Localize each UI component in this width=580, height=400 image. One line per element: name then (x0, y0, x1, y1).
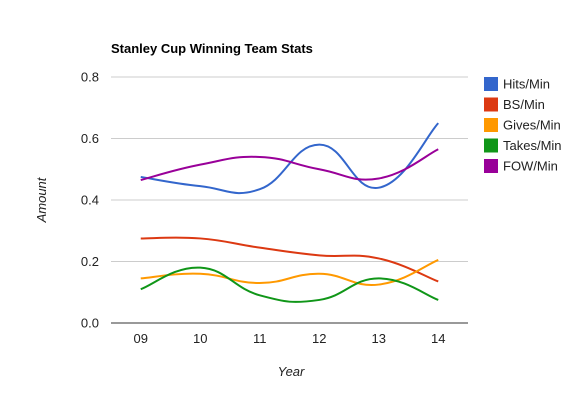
x-tick-label: 10 (193, 331, 207, 346)
legend-label-gives-min: Gives/Min (503, 118, 561, 133)
legend-label-takes-min: Takes/Min (503, 138, 562, 153)
x-tick-label: 14 (431, 331, 445, 346)
series-line-bs-min (140, 236, 439, 283)
y-tick-label: 0.0 (81, 316, 99, 331)
x-tick-label: 12 (312, 331, 326, 346)
y-tick-label: 0.4 (81, 193, 99, 208)
series-line-takes-min (140, 266, 439, 303)
series-lines (140, 122, 439, 303)
series-line-fow-min (140, 148, 439, 181)
y-axis-ticks: 0.0 0.2 0.4 0.6 0.8 (81, 70, 99, 331)
x-tick-label: 13 (372, 331, 386, 346)
legend-swatch-fow-min (484, 159, 498, 173)
legend-swatch-hits-min (484, 77, 498, 91)
legend-label-hits-min: Hits/Min (503, 77, 550, 92)
chart-title: Stanley Cup Winning Team Stats (111, 41, 313, 56)
x-axis-ticks: 09 10 11 12 13 14 (134, 331, 446, 346)
y-axis-label: Amount (34, 176, 49, 223)
legend-swatch-bs-min (484, 97, 498, 112)
grid-lines (111, 76, 468, 262)
x-tick-label: 11 (253, 331, 267, 346)
legend-label-bs-min: BS/Min (503, 97, 545, 112)
series-line-gives-min (140, 259, 439, 287)
y-tick-label: 0.8 (81, 70, 99, 85)
y-tick-label: 0.2 (81, 254, 99, 269)
legend-swatch-gives-min (484, 118, 498, 132)
series-line-hits-min (140, 122, 439, 195)
x-axis-label: Year (278, 364, 305, 379)
legend-swatch-takes-min (484, 138, 498, 153)
legend: Hits/Min BS/Min Gives/Min Takes/Min FOW/Min (484, 77, 562, 174)
x-tick-label: 09 (134, 331, 148, 346)
legend-label-fow-min: FOW/Min (503, 159, 558, 174)
y-tick-label: 0.6 (81, 131, 99, 146)
